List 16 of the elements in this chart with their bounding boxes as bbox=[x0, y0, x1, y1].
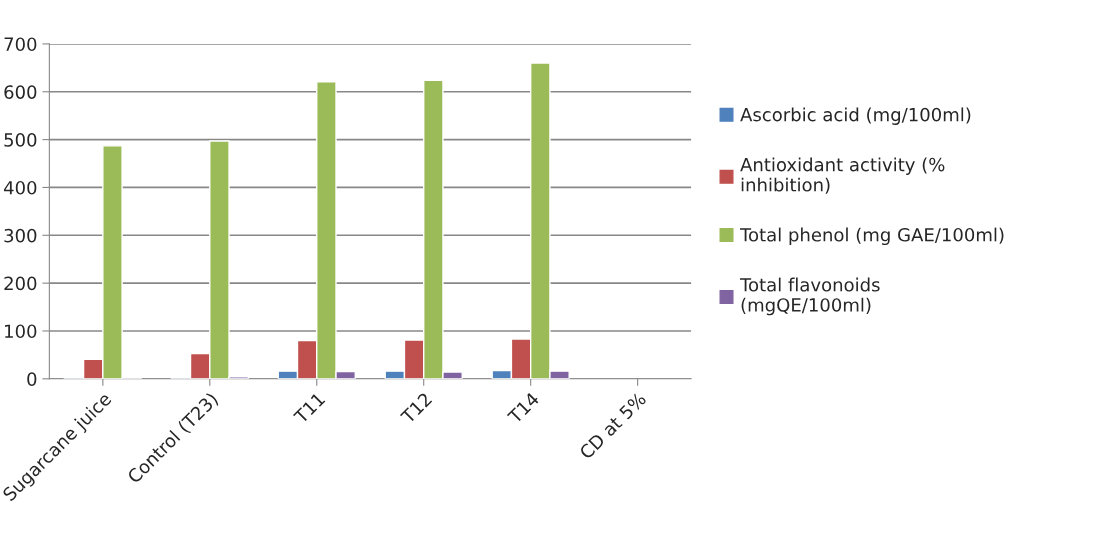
legend-label: Ascorbic acid (mg/100ml) bbox=[740, 107, 971, 125]
y-tick-label: 0 bbox=[27, 372, 37, 386]
y-tick-label: 400 bbox=[3, 180, 37, 195]
y-tick-label: 200 bbox=[4, 276, 37, 291]
y-tick-label: 100 bbox=[5, 324, 37, 339]
x-tick-label: T11 bbox=[293, 392, 326, 425]
legend-label: Antioxidant activity (% inhibition) bbox=[740, 157, 945, 194]
x-tick-label: T12 bbox=[399, 392, 433, 425]
y-tick-label: 700 bbox=[4, 37, 37, 52]
legend-label: Total flavonoids (mgQE/100ml) bbox=[740, 277, 880, 316]
y-tick-label: 500 bbox=[4, 133, 37, 147]
legend-label: Total phenol (mg GAE/100ml) bbox=[740, 227, 1004, 246]
y-tick-label: 600 bbox=[4, 85, 37, 99]
y-tick-label: 300 bbox=[4, 228, 37, 243]
x-tick-label: CD at 5% bbox=[578, 391, 647, 460]
x-tick-label: T14 bbox=[506, 391, 540, 425]
